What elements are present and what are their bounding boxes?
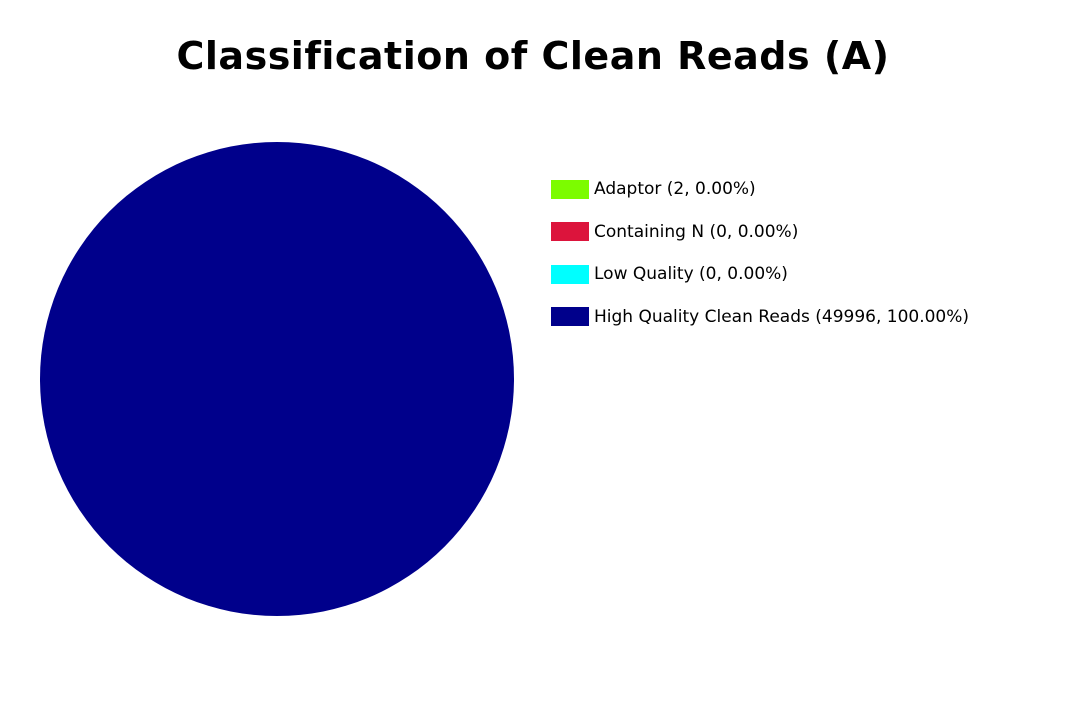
legend: Adaptor (2, 0.00%) Containing N (0, 0.00%… bbox=[551, 168, 969, 338]
legend-item-adaptor: Adaptor (2, 0.00%) bbox=[551, 168, 969, 211]
legend-item-containing-n: Containing N (0, 0.00%) bbox=[551, 211, 969, 254]
pie-slice-high-quality-clean-reads bbox=[40, 142, 514, 616]
legend-swatch-containing-n bbox=[551, 222, 589, 242]
legend-swatch-low-quality bbox=[551, 264, 589, 284]
legend-item-low-quality: Low Quality (0, 0.00%) bbox=[551, 253, 969, 296]
legend-swatch-high-quality-clean-reads bbox=[551, 307, 589, 327]
legend-label-adaptor: Adaptor (2, 0.00%) bbox=[594, 179, 756, 200]
legend-swatch-adaptor bbox=[551, 179, 589, 199]
chart-title: Classification of Clean Reads (A) bbox=[176, 34, 890, 78]
legend-label-high-quality-clean-reads: High Quality Clean Reads (49996, 100.00%… bbox=[594, 306, 970, 327]
legend-item-high-quality-clean-reads: High Quality Clean Reads (49996, 100.00%… bbox=[551, 296, 969, 339]
pie-slices bbox=[40, 142, 514, 616]
legend-label-low-quality: Low Quality (0, 0.00%) bbox=[594, 264, 788, 285]
legend-label-containing-n: Containing N (0, 0.00%) bbox=[594, 221, 799, 242]
